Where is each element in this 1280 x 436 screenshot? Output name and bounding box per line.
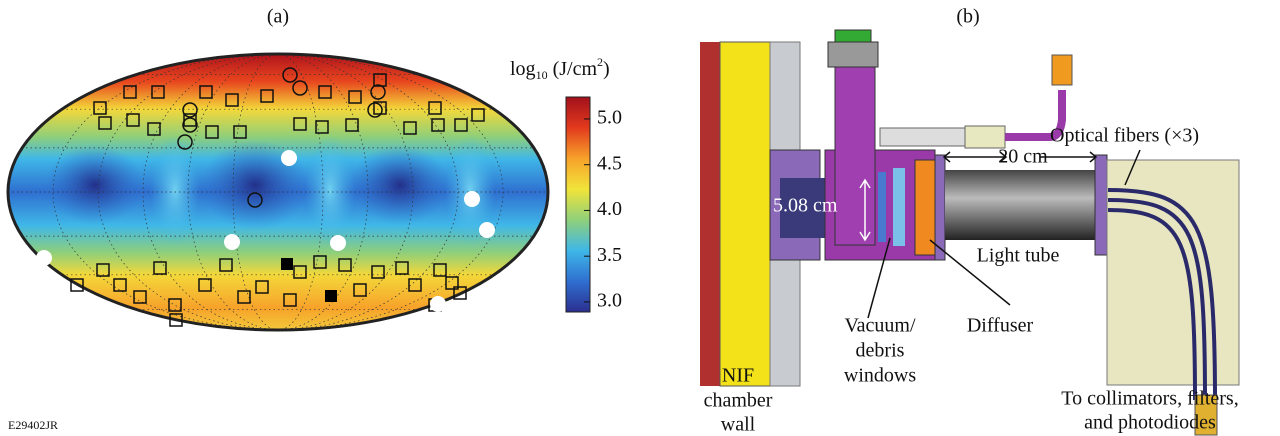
label: 20 cm xyxy=(998,146,1048,168)
panel-label: (a) xyxy=(267,6,289,28)
colorbar-tick-label: 3.0 xyxy=(597,290,622,312)
label: windows xyxy=(844,365,916,387)
map xyxy=(8,54,548,330)
label: wall xyxy=(721,414,756,436)
label: and photodiodes xyxy=(1084,412,1216,434)
figure-id: E29402JR xyxy=(8,418,58,432)
filled-marker xyxy=(281,258,293,270)
diagram xyxy=(700,30,1239,435)
white-marker xyxy=(430,296,446,312)
white-marker xyxy=(479,222,495,238)
label: To collimators, filters, xyxy=(1061,388,1238,410)
filled-marker xyxy=(325,290,337,302)
colorbar-tick-label: 4.5 xyxy=(597,152,622,174)
label: debris xyxy=(856,340,905,362)
white-marker xyxy=(330,235,346,251)
colorbar xyxy=(566,97,590,312)
label: Optical fibers (×3) xyxy=(1050,125,1199,147)
label: Vacuum/ xyxy=(844,315,916,337)
label: chamber xyxy=(704,390,773,412)
label: Diffuser xyxy=(967,315,1034,337)
white-marker xyxy=(224,234,240,250)
label: NIF xyxy=(722,365,754,387)
colorbar-tick-label: 5.0 xyxy=(597,107,622,129)
figure: (a) log10 (J/cm2) 3.0 3.5 4.0 4.5 5.0 E29402… xyxy=(0,0,1280,436)
panel-label: (b) xyxy=(956,6,979,28)
colorbar-title: log10 (J/cm2) xyxy=(510,55,610,82)
white-marker xyxy=(464,191,480,207)
white-marker xyxy=(281,150,297,166)
white-marker xyxy=(36,250,52,266)
colorbar-tick-label: 4.0 xyxy=(597,198,622,220)
label: 5.08 cm xyxy=(773,195,838,217)
colorbar-tick-label: 3.5 xyxy=(597,244,622,266)
label: Light tube xyxy=(977,245,1060,267)
